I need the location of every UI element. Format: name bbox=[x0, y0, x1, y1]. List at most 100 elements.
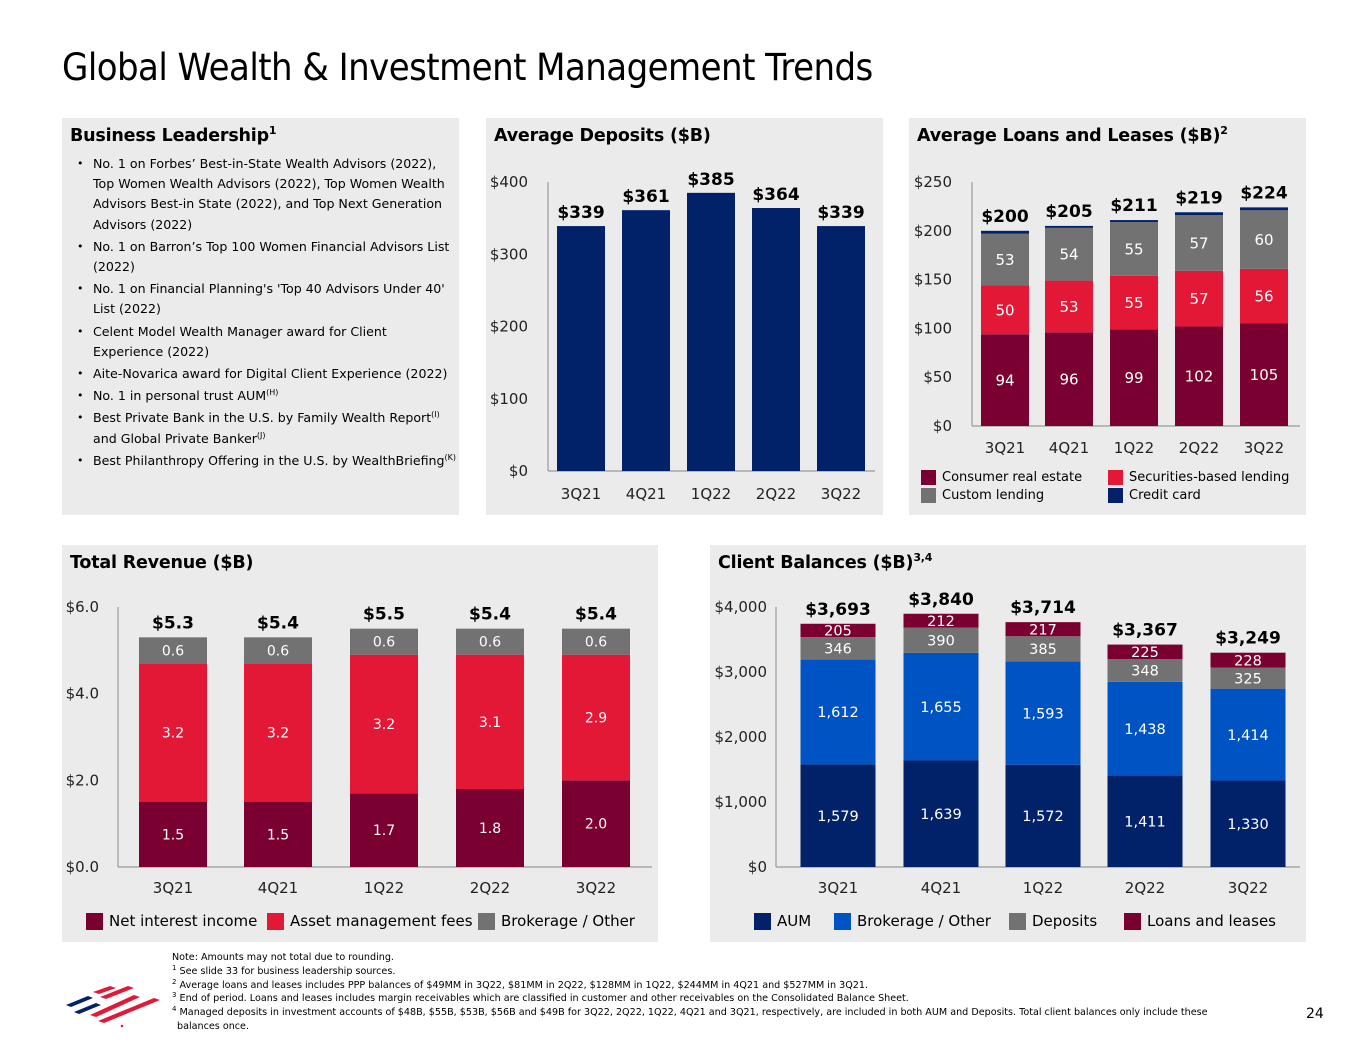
client-balances-legend: AUM Brokerage / Other Deposits Loans and… bbox=[710, 912, 1306, 934]
bar-total-label: $5.4 bbox=[469, 605, 511, 625]
bar-segment bbox=[1175, 215, 1223, 271]
segment-value-label: 3.1 bbox=[479, 715, 501, 731]
legend-label: Asset management fees bbox=[290, 912, 473, 930]
segment-value-label: 228 bbox=[1234, 653, 1262, 669]
total-revenue-legend: Net interest income Asset management fee… bbox=[62, 912, 658, 934]
footnote-item: 4 Managed deposits in investment account… bbox=[172, 1006, 1282, 1020]
bar-segment bbox=[1110, 275, 1158, 330]
source-ref: (I) bbox=[431, 410, 440, 420]
client-balances-title-text: Client Balances ($B) bbox=[718, 553, 914, 573]
average-deposits-panel: Average Deposits ($B) bbox=[486, 118, 883, 515]
segment-value-label: 0.6 bbox=[373, 635, 395, 651]
bar-segment bbox=[1107, 644, 1183, 660]
y-tick-label: $200 bbox=[914, 222, 952, 240]
x-tick-label: 4Q21 bbox=[1049, 439, 1089, 457]
segment-value-label: 56 bbox=[1254, 288, 1273, 306]
bar-total-label: $219 bbox=[1175, 188, 1222, 208]
bar bbox=[557, 226, 605, 471]
segment-value-label: 205 bbox=[824, 624, 852, 640]
list-item-text: Aite-Novarica award for Digital Client E… bbox=[93, 366, 448, 382]
x-tick-label: 3Q22 bbox=[1228, 879, 1268, 897]
segment-value-label: 1,655 bbox=[920, 700, 962, 716]
x-tick-label: 3Q21 bbox=[985, 439, 1025, 457]
legend-label: Brokerage / Other bbox=[857, 912, 991, 930]
registered-mark bbox=[120, 1024, 124, 1028]
bar-total-label: $5.3 bbox=[152, 613, 194, 633]
list-item: Best Private Bank in the U.S. by Family … bbox=[74, 408, 458, 448]
segment-value-label: 50 bbox=[995, 301, 1014, 319]
bar-segment bbox=[981, 285, 1029, 335]
average-loans-legend: Consumer real estate Securities-based le… bbox=[909, 470, 1306, 510]
segment-value-label: 1,572 bbox=[1022, 809, 1064, 825]
legend-item-asset-management-fees: Asset management fees bbox=[267, 912, 473, 930]
segment-value-label: 1.7 bbox=[373, 823, 395, 839]
bar-total-label: $200 bbox=[981, 207, 1028, 227]
bar-segment bbox=[1107, 659, 1183, 682]
average-loans-panel: Average Loans and Leases ($B)2 Consumer … bbox=[909, 118, 1306, 515]
bar-segment bbox=[244, 663, 312, 802]
average-loans-title-text: Average Loans and Leases ($B) bbox=[917, 126, 1221, 146]
legend-label: AUM bbox=[777, 912, 812, 930]
y-tick-label: $50 bbox=[923, 368, 952, 386]
bar-segment bbox=[1045, 227, 1093, 281]
bar-segment bbox=[456, 789, 524, 867]
x-tick-label: 4Q21 bbox=[626, 485, 666, 503]
bar-segment bbox=[1110, 220, 1158, 223]
y-tick-label: $3,000 bbox=[715, 663, 768, 681]
segment-value-label: 0.6 bbox=[162, 643, 184, 659]
y-tick-label: $4.0 bbox=[66, 685, 99, 703]
bar-segment bbox=[981, 233, 1029, 286]
bar bbox=[817, 226, 865, 471]
legend-item-net-interest-income: Net interest income bbox=[86, 912, 257, 930]
x-tick-label: 1Q22 bbox=[364, 879, 404, 897]
y-tick-label: $4,000 bbox=[715, 598, 768, 616]
x-tick-label: 1Q22 bbox=[1114, 439, 1154, 457]
bar-segment bbox=[1005, 661, 1081, 765]
total-revenue-title: Total Revenue ($B) bbox=[70, 553, 254, 573]
legend-item-custom-lending: Custom lending bbox=[921, 488, 1044, 503]
segment-value-label: 2.0 bbox=[585, 817, 607, 833]
bar-segment bbox=[1045, 332, 1093, 426]
bar-segment bbox=[1110, 329, 1158, 426]
segment-value-label: 1,411 bbox=[1124, 814, 1166, 830]
segment-value-label: 55 bbox=[1124, 240, 1143, 258]
segment-value-label: 1,438 bbox=[1124, 722, 1166, 738]
segment-value-label: 217 bbox=[1029, 622, 1057, 638]
y-tick-label: $100 bbox=[490, 390, 528, 408]
business-leadership-panel: Business Leadership1 No. 1 on Forbes’ Be… bbox=[62, 118, 459, 515]
bar-segment bbox=[1210, 667, 1286, 689]
bar-segment bbox=[350, 628, 418, 655]
legend-item-consumer-real-estate: Consumer real estate bbox=[921, 470, 1082, 485]
bar-segment bbox=[244, 637, 312, 664]
x-tick-label: 3Q22 bbox=[821, 485, 861, 503]
logo-navy-stripes bbox=[66, 996, 101, 1014]
legend-swatch bbox=[1124, 912, 1141, 930]
list-item-text: and Global Private Banker bbox=[93, 430, 257, 446]
legend-swatch bbox=[478, 912, 495, 930]
total-revenue-title-text: Total Revenue ($B) bbox=[70, 553, 254, 573]
legend-label: Brokerage / Other bbox=[501, 912, 635, 930]
bar-segment bbox=[139, 802, 207, 867]
bar-total-label: $3,249 bbox=[1215, 629, 1281, 649]
footnote-number: 3 bbox=[172, 991, 177, 1000]
bar-total-label: $3,840 bbox=[908, 590, 974, 610]
bank-flag-logo bbox=[66, 986, 160, 1028]
footnote-ref: 1 bbox=[268, 124, 277, 138]
y-tick-label: $0 bbox=[933, 417, 952, 435]
bar-total-label: $5.5 bbox=[363, 605, 405, 625]
client-balances-title: Client Balances ($B)3,4 bbox=[718, 552, 932, 573]
x-tick-label: 2Q22 bbox=[1179, 439, 1219, 457]
x-tick-label: 3Q22 bbox=[1244, 439, 1284, 457]
legend-swatch bbox=[921, 488, 936, 503]
segment-value-label: 348 bbox=[1131, 664, 1159, 680]
segment-value-label: 1,330 bbox=[1227, 817, 1269, 833]
footnote-number: 1 bbox=[172, 963, 177, 972]
list-item-text: Best Philanthropy Offering in the U.S. b… bbox=[93, 452, 445, 468]
segment-value-label: 102 bbox=[1185, 368, 1214, 386]
legend-item-brokerage-other: Brokerage / Other bbox=[478, 912, 635, 930]
x-tick-label: 3Q21 bbox=[818, 879, 858, 897]
segment-value-label: 1.5 bbox=[267, 828, 289, 844]
bar-segment bbox=[562, 628, 630, 655]
footnote-ref: 2 bbox=[1220, 124, 1228, 138]
bar-segment bbox=[139, 663, 207, 802]
